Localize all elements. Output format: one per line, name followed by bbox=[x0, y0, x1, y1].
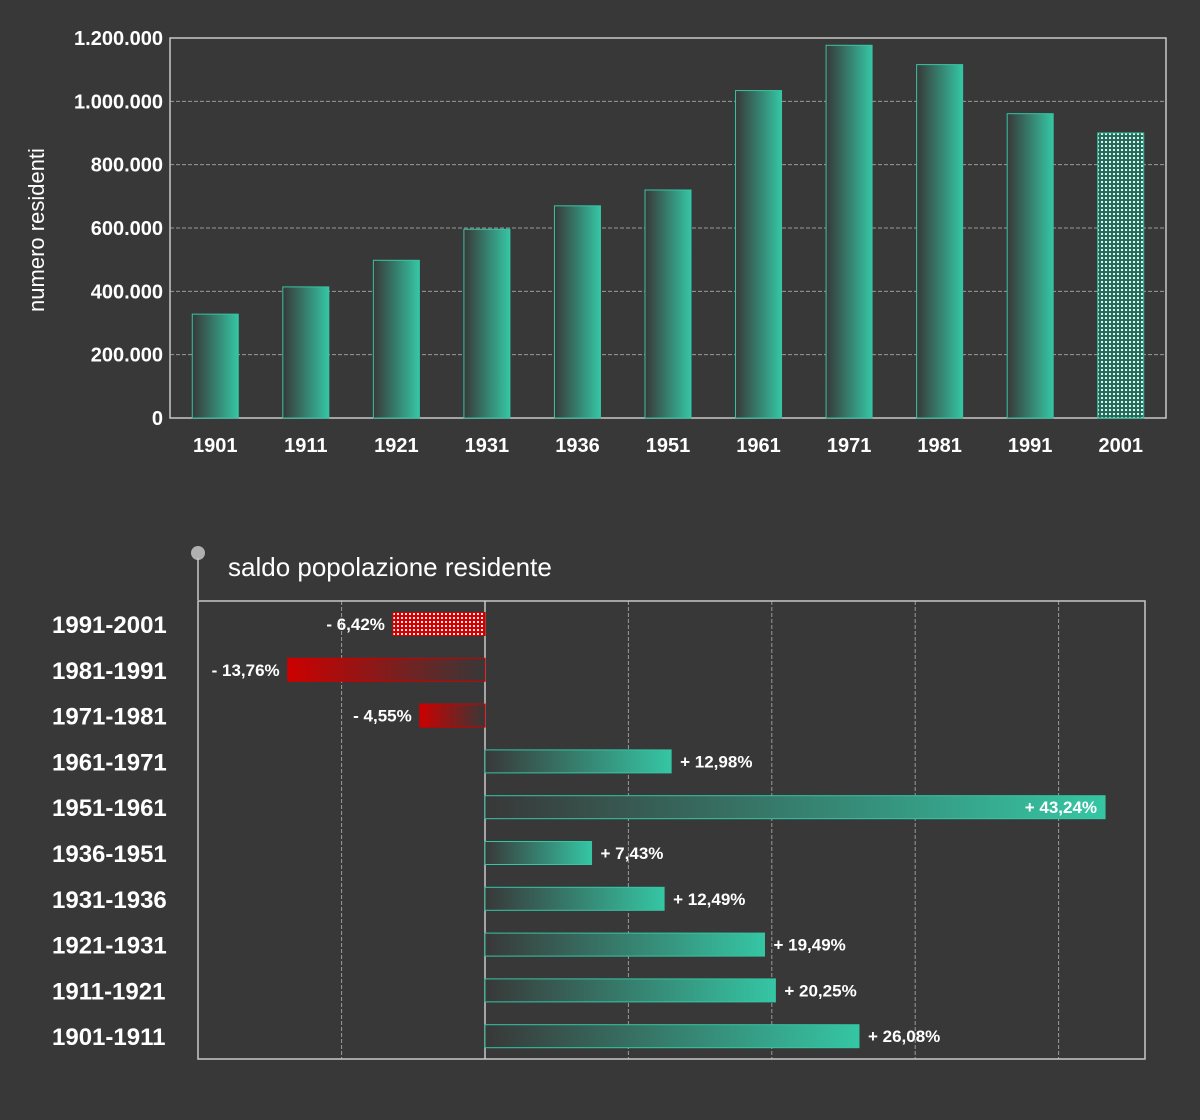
y-tick-label: 600.000 bbox=[91, 218, 163, 240]
bar-1961-1971 bbox=[484, 749, 672, 774]
bar-1991 bbox=[1006, 113, 1054, 419]
bars bbox=[191, 44, 1145, 419]
bar-1951-1961 bbox=[484, 795, 1106, 820]
x-tick-label: 1951 bbox=[646, 435, 691, 457]
bar-1936 bbox=[553, 205, 601, 419]
x-tick-label: 1936 bbox=[555, 435, 600, 457]
value-label: + 12,49% bbox=[673, 890, 745, 909]
bar-1981 bbox=[916, 64, 964, 419]
x-tick-label: 1901 bbox=[193, 435, 238, 457]
value-label: + 26,08% bbox=[868, 1027, 940, 1046]
x-tick-label: 1931 bbox=[465, 435, 510, 457]
y-tick-label: 1.200.000 bbox=[74, 28, 163, 50]
value-label: + 43,24% bbox=[1025, 798, 1097, 817]
category-label: 1951-1961 bbox=[52, 795, 167, 822]
category-label: 1961-1971 bbox=[52, 749, 167, 776]
value-label: + 19,49% bbox=[773, 936, 845, 955]
category-label: 1921-1931 bbox=[52, 933, 167, 960]
x-tick-label: 1961 bbox=[736, 435, 781, 457]
bar-1981-1991 bbox=[287, 657, 486, 682]
x-tick-label: 1981 bbox=[917, 435, 962, 457]
category-label: 1981-1991 bbox=[52, 658, 167, 685]
value-label: + 7,43% bbox=[601, 844, 664, 863]
bar-1991-2001 bbox=[392, 612, 486, 636]
x-tick-label: 1921 bbox=[374, 435, 419, 457]
y-tick-labels: 0 200.000 400.000 600.000 800.000 1.000.000 1.… bbox=[74, 28, 163, 430]
category-label: 1901-1911 bbox=[52, 1024, 165, 1051]
bar-2001 bbox=[1097, 132, 1145, 419]
x-tick-labels: 1901 1911 1921 1931 1936 1951 1961 1971 1981 1991… bbox=[193, 435, 1143, 457]
bar-1911 bbox=[282, 286, 330, 419]
x-tick-label: 1911 bbox=[284, 435, 327, 457]
category-label: 1911-1921 bbox=[52, 978, 165, 1005]
category-label: 1936-1951 bbox=[52, 841, 167, 868]
bar-1901 bbox=[191, 313, 239, 419]
population-bar-chart: 0 200.000 400.000 600.000 800.000 1.000.000 1.… bbox=[24, 28, 1167, 457]
category-label: 1971-1981 bbox=[52, 704, 167, 731]
y-tick-label: 0 bbox=[152, 408, 163, 430]
value-labels: - 6,42% - 13,76% - 4,55% + 12,98% + 43,24% + … bbox=[212, 615, 1097, 1046]
title-marker-dot bbox=[191, 546, 205, 560]
y-tick-label: 400.000 bbox=[91, 281, 163, 303]
category-labels: 1991-2001 1981-1991 1971-1981 1961-1971 1951… bbox=[52, 612, 167, 1051]
category-label: 1931-1936 bbox=[52, 887, 167, 914]
y-tick-label: 800.000 bbox=[91, 155, 163, 177]
bar-1911-1921 bbox=[484, 978, 776, 1003]
bar-1936-1951 bbox=[484, 841, 593, 865]
value-label: + 12,98% bbox=[680, 752, 752, 771]
x-tick-label: 2001 bbox=[1098, 435, 1143, 457]
x-tick-label: 1991 bbox=[1008, 435, 1053, 457]
value-label: - 13,76% bbox=[212, 661, 280, 680]
y-tick-label: 200.000 bbox=[91, 345, 163, 367]
bar-1971 bbox=[825, 44, 873, 419]
y-tick-label: 1.000.000 bbox=[74, 91, 163, 113]
bar-1931-1936 bbox=[484, 886, 665, 911]
bar-1971-1981 bbox=[419, 703, 486, 728]
value-label: + 20,25% bbox=[784, 981, 856, 1000]
bar-1961 bbox=[735, 90, 783, 419]
y-axis-label: numero residenti bbox=[24, 148, 49, 312]
bar-1921-1931 bbox=[484, 932, 765, 957]
bars bbox=[287, 612, 1106, 1049]
category-label: 1991-2001 bbox=[52, 612, 167, 639]
bar-1901-1911 bbox=[484, 1024, 860, 1049]
bar-1951 bbox=[644, 189, 692, 419]
bar-1931 bbox=[463, 228, 511, 419]
plot-frame bbox=[197, 600, 1146, 1060]
chart-title: saldo popolazione residente bbox=[228, 552, 552, 582]
bar-1921 bbox=[372, 259, 420, 419]
value-label: - 6,42% bbox=[326, 615, 385, 634]
balance-bar-chart: saldo popolazione residente 1991-2001 198… bbox=[52, 546, 1146, 1060]
x-tick-label: 1971 bbox=[827, 435, 872, 457]
value-label: - 4,55% bbox=[353, 707, 412, 726]
